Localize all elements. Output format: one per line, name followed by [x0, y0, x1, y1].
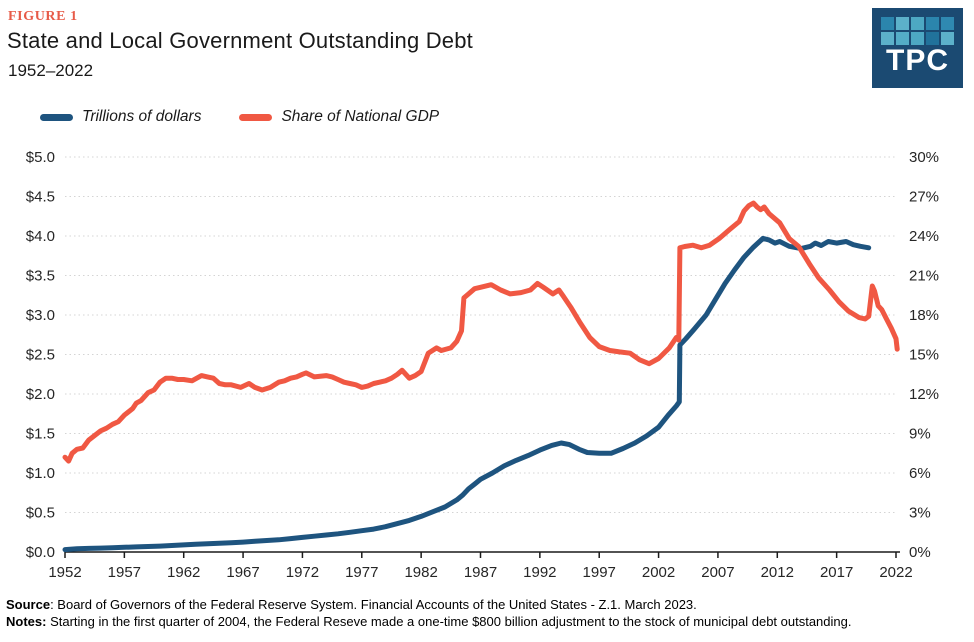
trillions-line-swatch	[40, 113, 73, 121]
left-axis-tick-label: $2.5	[26, 347, 55, 364]
date-range-subtitle: 1952–2022	[8, 61, 94, 80]
x-axis-tick-label: 1997	[583, 564, 616, 581]
x-axis-tick-label: 2012	[761, 564, 794, 581]
left-axis-tick-label: $0.0	[26, 544, 55, 561]
logo-square	[941, 32, 954, 45]
x-axis-tick-label: 1987	[464, 564, 497, 581]
left-axis-tick-label: $4.5	[26, 189, 55, 206]
right-axis-tick-label: 9%	[909, 426, 931, 443]
tpc-logo-squares	[881, 17, 954, 45]
left-axis-tick-label: $2.0	[26, 386, 55, 403]
series-line-trillions	[62, 235, 872, 553]
x-axis-tick-label: 2022	[879, 564, 912, 581]
x-axis-tick-label: 2007	[701, 564, 734, 581]
figure-number-label: FIGURE 1	[8, 9, 78, 24]
right-axis-tick-label: 21%	[909, 268, 939, 285]
left-axis-tick-label: $5.0	[26, 149, 55, 166]
x-axis-tick-label: 1992	[523, 564, 556, 581]
logo-square	[926, 17, 939, 30]
right-axis-tick-label: 3%	[909, 505, 931, 522]
left-axis-tick-label: $0.5	[26, 505, 55, 522]
right-axis-tick-label: 27%	[909, 189, 939, 206]
x-axis-tick-label: 1982	[404, 564, 437, 581]
logo-square	[911, 32, 924, 45]
logo-square	[896, 32, 909, 45]
logo-square	[896, 17, 909, 30]
logo-square	[926, 32, 939, 45]
right-axis-tick-label: 0%	[909, 544, 931, 561]
x-axis-tick-label: 1967	[226, 564, 259, 581]
logo-square	[881, 32, 894, 45]
source-line: Source: Board of Governors of the Federa…	[6, 597, 697, 612]
legend-label-share-gdp: Share of National GDP	[281, 108, 440, 125]
legend-label-trillions: Trillions of dollars	[82, 108, 202, 125]
source-notes: Source: Board of Governors of the Federa…	[6, 597, 972, 630]
x-axis-tick-label: 1972	[286, 564, 319, 581]
right-axis-tick-label: 18%	[909, 307, 939, 324]
tpc-logo: TPC	[872, 8, 963, 88]
chart-legend: Trillions of dollars Share of National G…	[40, 108, 439, 126]
series-line-share-gdp	[62, 200, 900, 464]
right-axis-tick-label: 15%	[909, 347, 939, 364]
x-axis-tick-label: 1957	[108, 564, 141, 581]
legend-item-trillions: Trillions of dollars	[40, 108, 201, 126]
legend-item-share-gdp: Share of National GDP	[239, 108, 439, 126]
logo-square	[911, 17, 924, 30]
right-axis-tick-label: 6%	[909, 465, 931, 482]
page-title: State and Local Government Outstanding D…	[7, 28, 473, 53]
tpc-logo-text: TPC	[886, 44, 949, 77]
left-axis-tick-label: $3.5	[26, 268, 55, 285]
left-axis-tick-label: $1.5	[26, 426, 55, 443]
left-axis-tick-label: $4.0	[26, 228, 55, 245]
right-axis-tick-label: 12%	[909, 386, 939, 403]
notes-line: Notes: Starting in the first quarter of …	[6, 613, 852, 629]
x-axis-tick-label: 1977	[345, 564, 378, 581]
share-gdp-line-swatch	[239, 113, 273, 121]
left-axis-tick-label: $1.0	[26, 465, 55, 482]
line-chart: $5.0 30% $4.5 27% $4.0 24% $3.5 21% $3.0 18% $2.5 1…	[26, 149, 939, 581]
logo-square	[941, 17, 954, 30]
x-axis-tick-label: 1962	[167, 564, 200, 581]
x-axis-tick-label: 2017	[820, 564, 853, 581]
logo-square	[881, 17, 894, 30]
left-axis-tick-label: $3.0	[26, 307, 55, 324]
right-axis-tick-label: 30%	[909, 149, 939, 166]
right-axis-tick-label: 24%	[909, 228, 939, 245]
x-axis-tick-label: 2002	[642, 564, 675, 581]
x-axis-tick-label: 1952	[48, 564, 81, 581]
